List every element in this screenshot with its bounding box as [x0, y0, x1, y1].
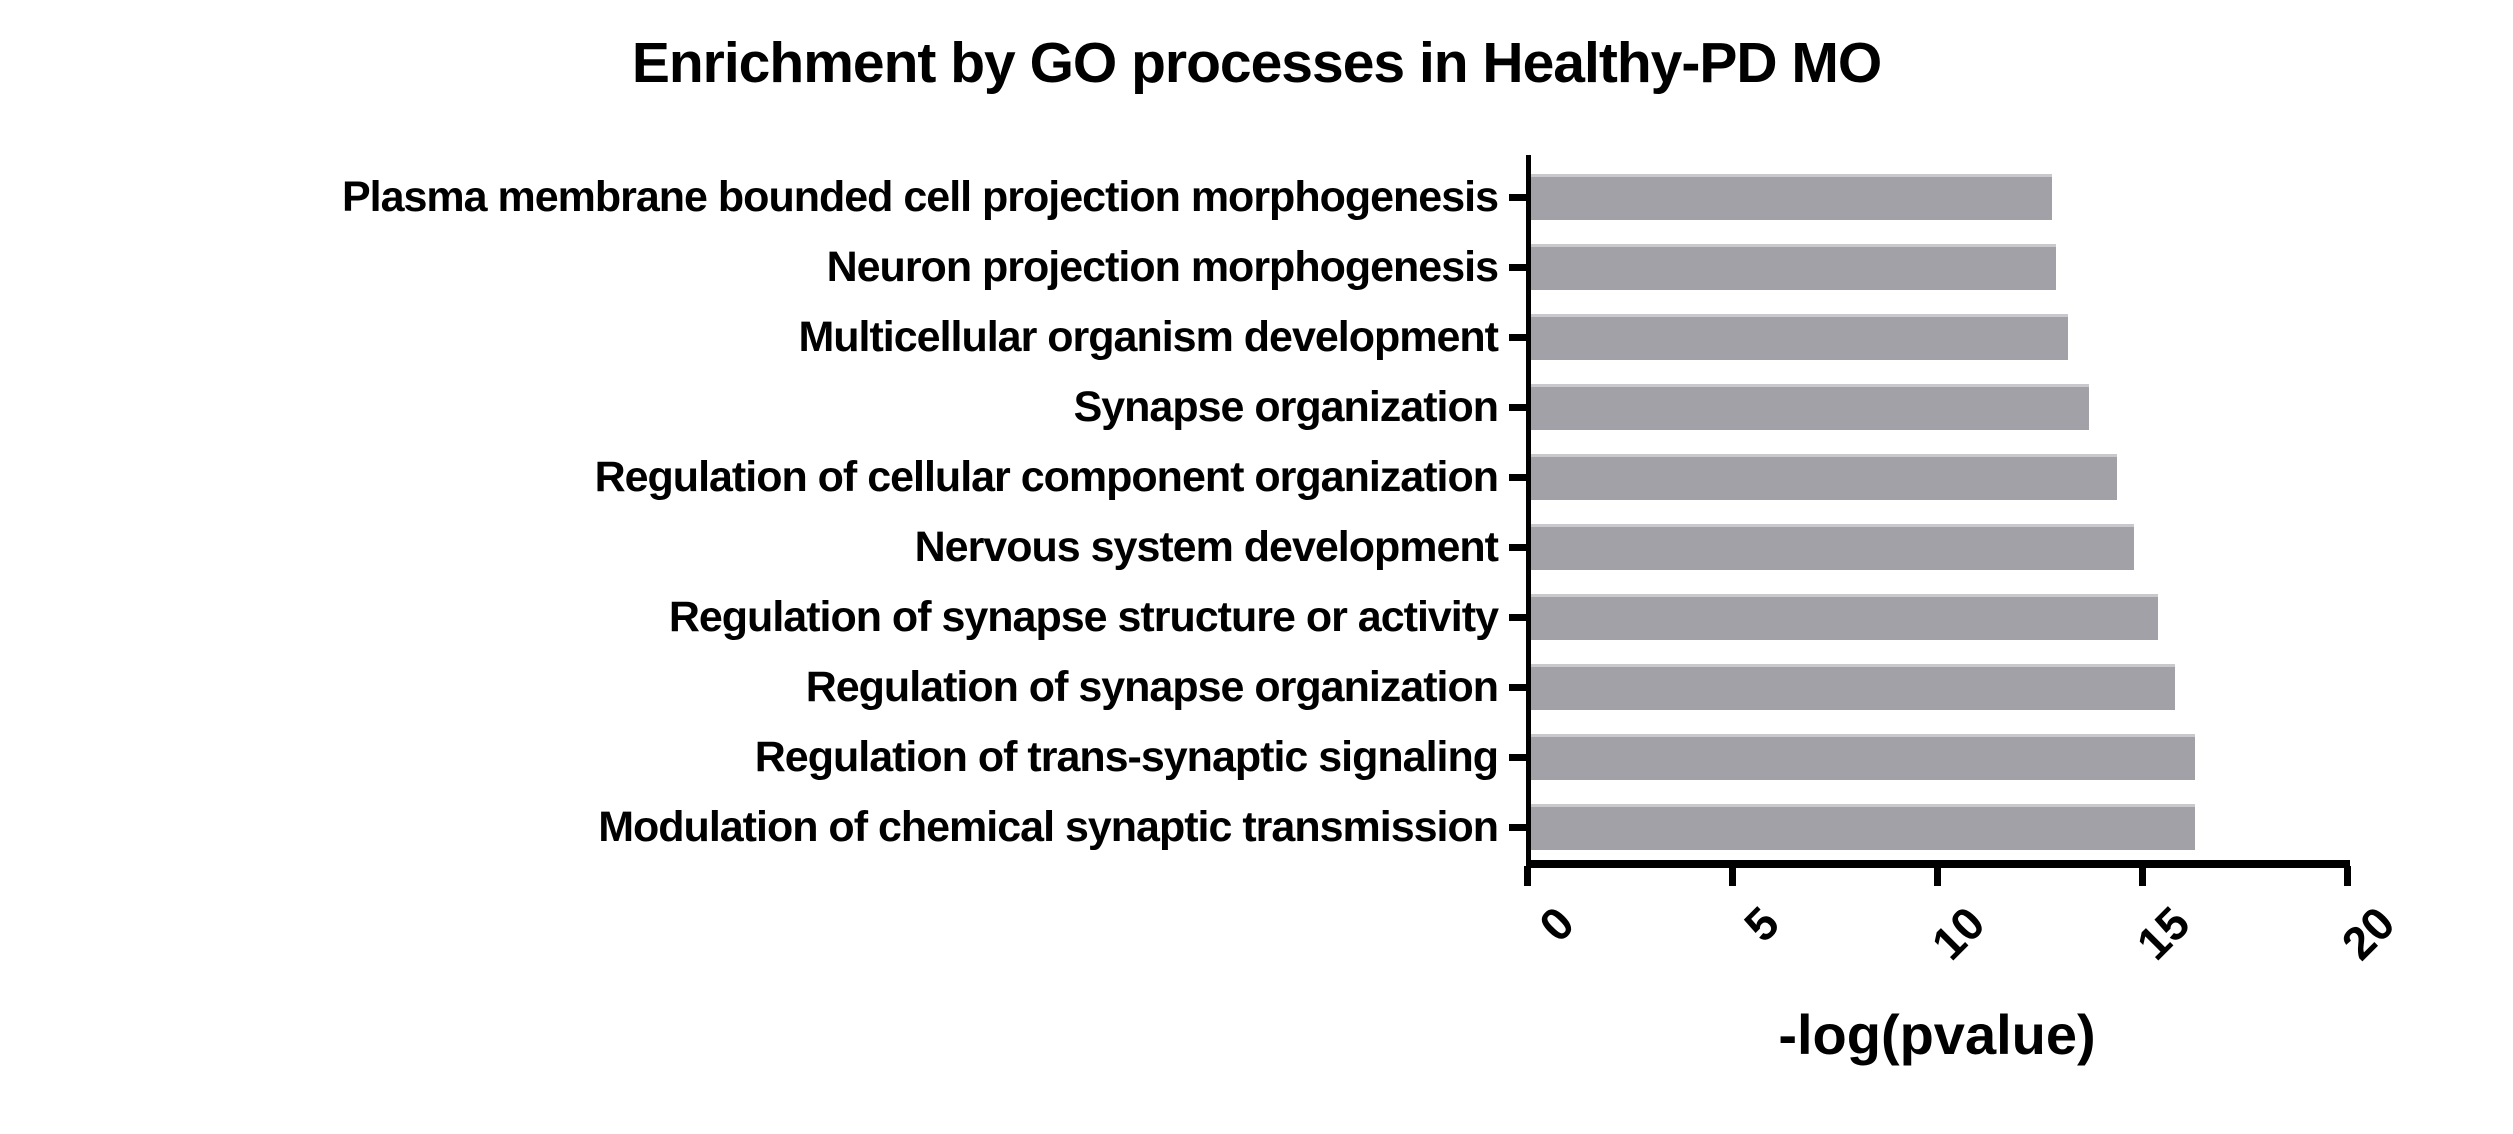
bar — [1531, 314, 2068, 360]
bar — [1531, 384, 2089, 430]
category-label: Multicellular organism development — [798, 313, 1499, 361]
category-label: Regulation of cellular component organiz… — [594, 453, 1499, 501]
bar — [1531, 804, 2195, 850]
x-axis-tick — [2139, 866, 2146, 886]
bar — [1531, 734, 2195, 780]
category-label: Synapse organization — [1073, 383, 1499, 431]
bar — [1531, 664, 2175, 710]
x-axis-title: -log(pvalue) — [1778, 1003, 2096, 1066]
category-label: Neuron projection morphogenesis — [826, 243, 1499, 291]
x-tick-label: 20 — [2331, 896, 2405, 970]
category-label: Plasma membrane bounded cell projection … — [341, 173, 1499, 221]
bar — [1531, 244, 2056, 290]
x-axis-line — [1526, 860, 2350, 868]
y-axis-tick — [1509, 614, 1527, 621]
x-axis-tick — [2344, 866, 2351, 886]
y-axis-tick — [1509, 264, 1527, 271]
category-label: Modulation of chemical synaptic transmis… — [598, 803, 1499, 851]
bar — [1531, 524, 2134, 570]
category-label: Regulation of trans-synaptic signaling — [754, 733, 1499, 781]
category-label: Nervous system development — [914, 523, 1499, 571]
x-tick-label: 0 — [1529, 896, 1585, 952]
category-label: Regulation of synapse organization — [805, 663, 1499, 711]
y-axis-tick — [1509, 684, 1527, 691]
y-axis-line — [1526, 155, 1531, 868]
bar — [1531, 454, 2117, 500]
bar — [1531, 174, 2052, 220]
x-axis-tick — [1524, 866, 1531, 886]
chart-title: Enrichment by GO processes in Healthy-PD… — [631, 31, 1882, 95]
x-axis-tick — [1934, 866, 1941, 886]
y-axis-tick — [1509, 754, 1527, 761]
x-axis-tick — [1729, 866, 1736, 886]
y-axis-tick — [1509, 474, 1527, 481]
x-tick-label: 5 — [1734, 896, 1790, 952]
y-axis-tick — [1509, 824, 1527, 831]
y-axis-tick — [1509, 544, 1527, 551]
x-tick-label: 15 — [2126, 896, 2200, 970]
y-axis-tick — [1509, 404, 1527, 411]
bar — [1531, 594, 2158, 640]
y-axis-tick — [1509, 334, 1527, 341]
category-label: Regulation of synapse structure or activ… — [668, 593, 1499, 641]
x-tick-label: 10 — [1921, 896, 1995, 970]
y-axis-tick — [1509, 194, 1527, 201]
